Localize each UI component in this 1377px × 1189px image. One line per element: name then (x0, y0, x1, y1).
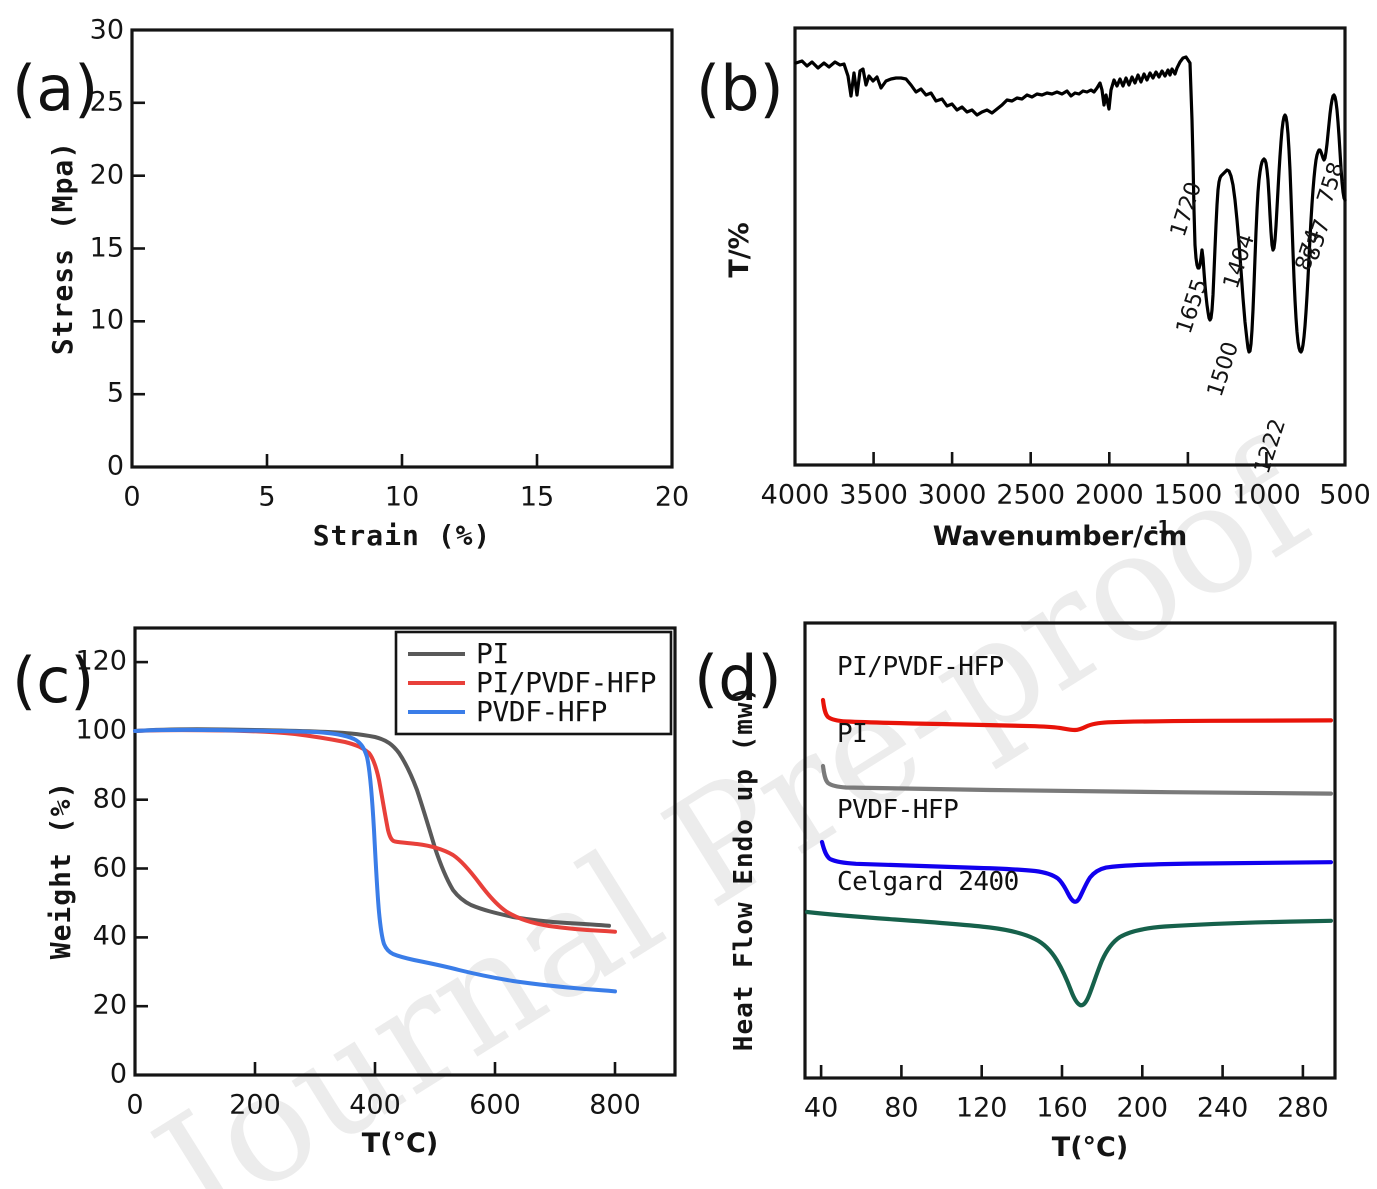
panel-d-letter: (d) (694, 642, 782, 715)
panel-b-xtick-500: 500 (1319, 480, 1371, 511)
panel-c-x-ticks (133, 1062, 617, 1075)
panel-b-x-axis-title: Wavenumber/cm -1 (933, 517, 1187, 552)
panel-a-stress-strain: 0 5 10 15 20 25 30 0 5 10 15 20 Strain (… (0, 0, 690, 580)
panel-b-spectrum-curve (794, 55, 1347, 354)
panel-a-x-axis-title: Strain (%) (313, 519, 492, 552)
panel-c-xtick-400: 400 (349, 1090, 401, 1121)
panel-b-xtick-3500: 3500 (839, 480, 908, 511)
panel-d-curve-celgard-2400 (804, 909, 1334, 1008)
panel-a-ytick-15: 15 (90, 233, 124, 264)
panel-d-xtick-80: 80 (884, 1093, 918, 1124)
panel-b-ftir-spectrum: 4000 3500 3000 2500 2000 1500 1000 500 W… (690, 0, 1377, 580)
panel-a-xtick-15: 15 (520, 482, 554, 513)
panel-a-stress-strain-curve (133, 156, 582, 467)
panel-a-xtick-5: 5 (258, 482, 275, 513)
panel-c-xtick-800: 800 (589, 1090, 641, 1121)
panel-c-ytick-20: 20 (93, 990, 127, 1021)
panel-d-xtick-280: 280 (1277, 1093, 1329, 1124)
panel-b-xtick-3000: 3000 (918, 480, 987, 511)
panel-c-ytick-40: 40 (93, 921, 127, 952)
panel-d-label-pi-pvdf-hfp: PI/PVDF-HFP (837, 652, 1004, 682)
panel-d-xtick-240: 240 (1197, 1093, 1249, 1124)
panel-a-ytick-10: 10 (90, 305, 124, 336)
panel-d-label-pi: PI (837, 719, 867, 749)
panel-b-letter: (b) (696, 52, 784, 125)
panel-d-label-pvdf-hfp: PVDF-HFP (837, 795, 958, 825)
panel-b-plot-frame (793, 26, 1347, 467)
panel-b-x-ticks (793, 452, 1347, 465)
panel-c-tga: 0 20 40 60 80 100 120 0 200 400 600 800 … (0, 590, 690, 1189)
panel-a-ytick-25: 25 (90, 87, 124, 118)
panel-c-xtick-0: 0 (126, 1090, 143, 1121)
panel-c-xtick-200: 200 (229, 1090, 281, 1121)
panel-b-peak-1222: 1222 (1250, 416, 1291, 477)
panel-c-y-axis-title: Weight (%) (44, 781, 77, 960)
panel-d-curve-pi-pvdf-hfp (820, 697, 1334, 733)
panel-a-xtick-0: 0 (123, 482, 140, 513)
panel-b-x-axis-superscript: -1 (1150, 517, 1170, 538)
panel-c-ytick-120: 120 (75, 646, 127, 677)
panel-d-xtick-120: 120 (956, 1093, 1008, 1124)
panel-a-x-ticks (130, 454, 674, 467)
panel-a-ytick-5: 5 (107, 378, 124, 409)
panel-d-x-axis-title: T(°C) (1052, 1132, 1128, 1163)
panel-c-x-axis-title: T(°C) (362, 1128, 438, 1159)
panel-d-xtick-160: 160 (1036, 1093, 1088, 1124)
panel-b-xtick-1500: 1500 (1154, 480, 1223, 511)
panel-a-letter: (a) (12, 52, 98, 125)
panel-a-xtick-20: 20 (655, 482, 689, 513)
panel-d-xtick-40: 40 (804, 1093, 838, 1124)
panel-c-xtick-600: 600 (469, 1090, 521, 1121)
panel-d-plot-frame (803, 621, 1337, 1080)
panel-a-ytick-20: 20 (90, 160, 124, 191)
panel-c-ytick-80: 80 (93, 784, 127, 815)
panel-b-xtick-4000: 4000 (761, 480, 830, 511)
panel-c-curve-pvdf-hfp (133, 727, 617, 994)
panel-a-plot-frame (130, 28, 674, 469)
panel-a-y-ticks (132, 28, 145, 469)
panel-a-ytick-30: 30 (90, 15, 124, 46)
panel-a-y-axis-title: Stress (Mpa) (46, 141, 79, 355)
panel-c-legend-label-pi: PI (476, 637, 509, 670)
panel-d-y-axis-title: Heat Flow Endo up (mw) (729, 685, 759, 1051)
panel-c-letter: (c) (12, 644, 94, 717)
panel-c-plot-frame (133, 626, 677, 1077)
panel-c-legend-label-pi-pvdf-hfp: PI/PVDF-HFP (476, 666, 656, 699)
svg-text:Wavenumber/cm: Wavenumber/cm (933, 521, 1187, 552)
panel-a-xtick-10: 10 (385, 482, 419, 513)
panel-d-curve-pi (820, 763, 1334, 796)
panel-b-xtick-2500: 2500 (996, 480, 1065, 511)
panel-c-legend-label-pvdf-hfp: PVDF-HFP (476, 695, 607, 728)
panel-b-peak-1720: 1720 (1166, 179, 1207, 240)
panel-d-label-celgard-2400: Celgard 2400 (837, 867, 1019, 897)
panel-d-dsc: 40 80 120 160 200 240 280 T(°C) Heat Flo… (690, 590, 1377, 1189)
panel-b-xtick-1000: 1000 (1232, 480, 1301, 511)
panel-b-peak-1500: 1500 (1203, 339, 1244, 400)
panel-d-x-ticks (819, 1065, 1305, 1078)
panel-b-xtick-2000: 2000 (1075, 480, 1144, 511)
panel-c-ytick-100: 100 (75, 715, 127, 746)
panel-c-ytick-0: 0 (110, 1059, 127, 1090)
panel-c-ytick-60: 60 (93, 853, 127, 884)
panel-b-y-axis-title: T/% (724, 222, 755, 277)
panel-d-curve-pvdf-hfp (819, 839, 1334, 904)
panel-a-ytick-0: 0 (107, 451, 124, 482)
panel-c-curve-pi-pvdf-hfp (133, 728, 617, 934)
panel-d-xtick-200: 200 (1117, 1093, 1169, 1124)
panel-c-y-ticks (135, 660, 148, 1077)
panel-b-peak-837: 837 (1299, 216, 1336, 264)
